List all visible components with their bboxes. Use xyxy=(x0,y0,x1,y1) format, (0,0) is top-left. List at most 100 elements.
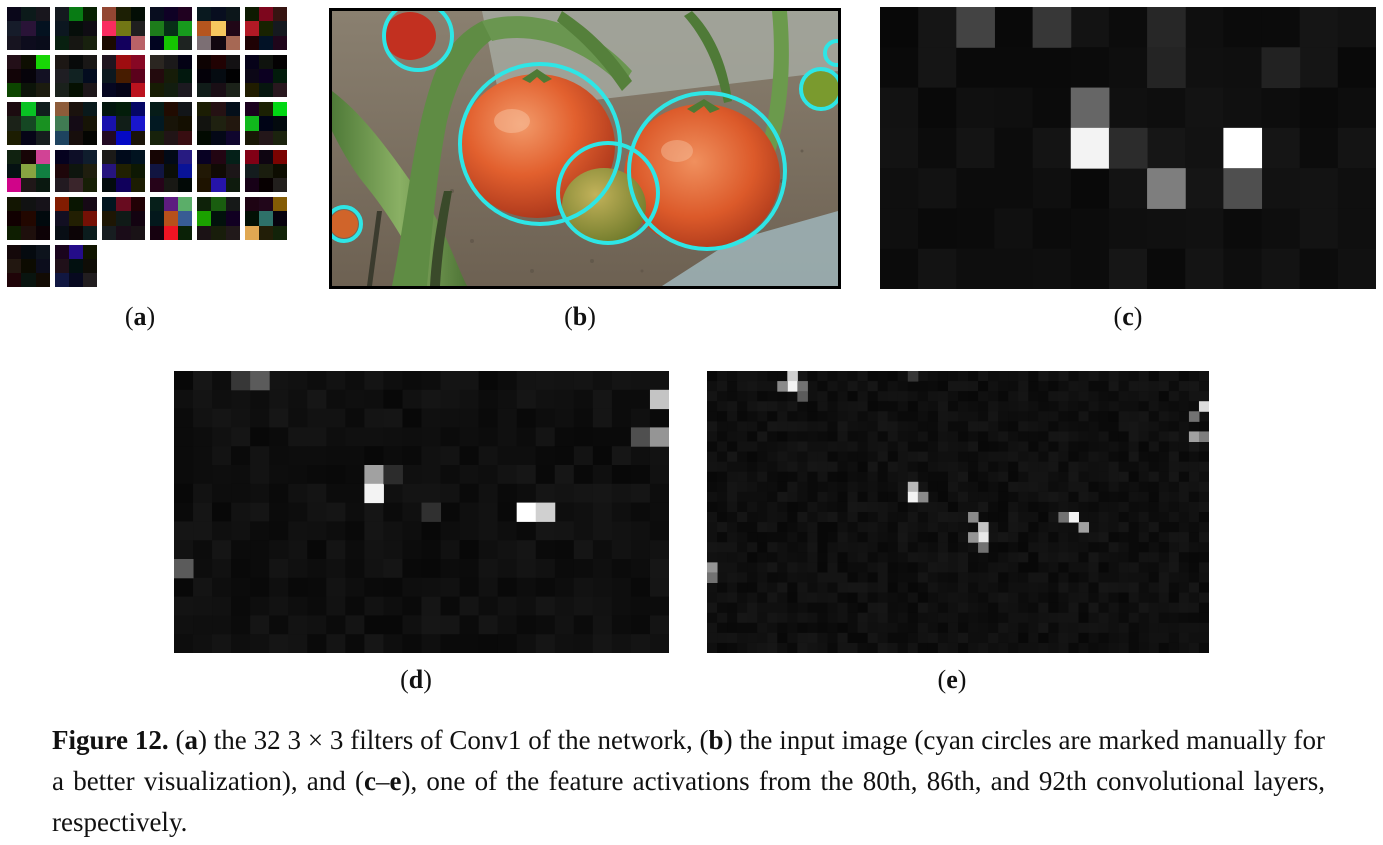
activation-cell xyxy=(326,465,346,485)
activation-cell xyxy=(968,391,979,402)
activation-cell xyxy=(1147,208,1186,250)
activation-cell xyxy=(1128,522,1140,533)
activation-cell xyxy=(611,427,632,447)
activation-cell xyxy=(857,522,869,533)
activation-cell xyxy=(988,461,999,473)
activation-cell xyxy=(573,408,594,428)
activation-cell xyxy=(1008,542,1019,553)
activation-cell xyxy=(937,592,949,604)
activation-cell xyxy=(1008,532,1019,543)
activation-cell xyxy=(1008,572,1019,583)
activation-cell xyxy=(1128,612,1140,624)
activation-cell xyxy=(1128,391,1140,402)
activation-cell xyxy=(1299,87,1339,129)
activation-cell xyxy=(877,562,889,573)
activation-cell xyxy=(1018,431,1029,442)
activation-cell xyxy=(516,559,537,579)
activation-cell xyxy=(1068,371,1079,382)
activation-cell xyxy=(212,465,232,485)
activation-cell xyxy=(917,512,929,523)
caption-segment: e xyxy=(389,766,402,796)
activation-cell xyxy=(807,582,818,594)
activation-cell xyxy=(767,421,778,432)
activation-cell xyxy=(1147,248,1186,289)
activation-cell xyxy=(907,431,919,442)
activation-cell xyxy=(707,552,718,563)
activation-cell xyxy=(737,612,748,624)
activation-cell xyxy=(193,408,213,428)
activation-cell xyxy=(847,471,859,483)
activation-cell xyxy=(573,465,594,485)
activation-cell xyxy=(867,622,879,634)
activation-cell xyxy=(827,512,839,523)
activation-cell xyxy=(1128,582,1140,594)
activation-cell xyxy=(927,612,939,624)
activation-cell xyxy=(554,427,575,447)
activation-cell xyxy=(1185,208,1224,250)
activation-cell xyxy=(978,411,989,422)
activation-cell xyxy=(747,481,758,493)
activation-cell xyxy=(1088,421,1100,432)
activation-cell xyxy=(535,559,556,579)
activation-cell xyxy=(1168,522,1180,533)
activation-cell xyxy=(459,615,480,635)
activation-cell xyxy=(1098,431,1110,442)
activation-cell xyxy=(727,411,738,422)
activation-cell xyxy=(1098,491,1110,503)
activation-cell xyxy=(1168,421,1180,432)
activation-cell xyxy=(1138,532,1150,543)
activation-cell xyxy=(1008,632,1019,644)
activation-cell xyxy=(231,408,251,428)
activation-peak xyxy=(630,427,651,447)
activation-cell xyxy=(757,471,768,483)
activation-cell xyxy=(440,389,461,410)
activation-cell xyxy=(630,502,651,522)
activation-cell xyxy=(877,542,889,553)
activation-cell xyxy=(817,522,828,533)
activation-cell xyxy=(827,501,839,513)
activation-cell xyxy=(947,572,959,583)
activation-cell xyxy=(1048,401,1059,412)
activation-cell xyxy=(777,522,788,533)
activation-cell xyxy=(958,421,969,432)
activation-cell xyxy=(1168,431,1180,442)
activation-cell xyxy=(345,389,365,410)
activation-cell xyxy=(978,572,989,583)
activation-cell xyxy=(958,542,969,553)
activation-cell xyxy=(1008,471,1019,483)
activation-cell xyxy=(1078,481,1090,493)
activation-cell xyxy=(478,559,499,579)
activation-cell xyxy=(717,622,728,634)
activation-cell xyxy=(383,634,403,653)
activation-cell xyxy=(1158,471,1170,483)
activation-cell xyxy=(998,552,1009,563)
activation-cell xyxy=(807,512,818,523)
activation-cell xyxy=(630,634,651,653)
activation-cell xyxy=(535,615,556,635)
activation-cell xyxy=(717,411,728,422)
activation-cell xyxy=(837,572,849,583)
activation-cell xyxy=(947,421,959,432)
activation-peak xyxy=(364,465,384,485)
activation-cell xyxy=(887,381,899,392)
activation-cell xyxy=(1168,562,1180,573)
activation-cell xyxy=(847,441,859,453)
activation-cell xyxy=(998,522,1009,533)
activation-cell xyxy=(877,642,889,653)
activation-cell xyxy=(867,461,879,473)
activation-cell xyxy=(1118,622,1130,634)
activation-cell xyxy=(847,451,859,463)
activation-cell xyxy=(1178,572,1190,583)
activation-cell xyxy=(611,559,632,579)
activation-cell xyxy=(1078,512,1090,523)
activation-cell xyxy=(727,512,738,523)
activation-cell xyxy=(1008,642,1019,653)
activation-cell xyxy=(958,572,969,583)
activation-cell xyxy=(1058,431,1069,442)
activation-cell xyxy=(231,465,251,485)
activation-cell xyxy=(857,592,869,604)
activation-cell xyxy=(988,421,999,432)
activation-cell xyxy=(1078,421,1090,432)
activation-cell xyxy=(857,431,869,442)
conv1-filter xyxy=(102,102,145,145)
